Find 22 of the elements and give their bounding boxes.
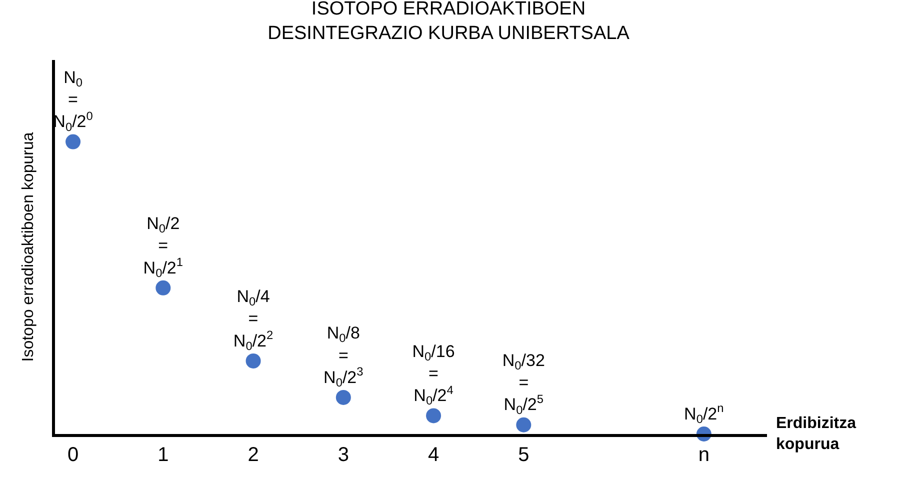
text: N$_{0}$/32 = N$_{0}$/2$^{5}$	[502, 351, 545, 417]
point	[336, 390, 351, 405]
x-tick-label: 3	[338, 444, 349, 466]
text: N$_{0}$/2 = N$_{0}$/2$^{1}$	[143, 214, 184, 280]
x-tick-label: 1	[158, 444, 169, 466]
x-tick-label: 2	[248, 444, 259, 466]
chart-title: ISOTOPO ERRADIOAKTIBOEN DESINTEGRAZIO KURBA UNIBERTSALA	[268, 0, 630, 44]
text: N$_{0}$/16 = N$_{0}$/2$^{4}$	[412, 342, 455, 408]
y-axis-title: Isotopo erradioaktiboen kopurua	[20, 132, 37, 362]
x-tick-label: n	[698, 444, 710, 466]
x-axis-title: Erdibizitza kopurua	[776, 415, 856, 453]
text: N$_{0}$/4 = N$_{0}$/2$^{2}$	[233, 287, 274, 353]
point	[426, 408, 442, 424]
text: N$_{0}$/2$^{n}$	[684, 401, 724, 426]
point	[156, 280, 171, 296]
point	[66, 134, 81, 150]
text: N$_{0}$/8 = N$_{0}$/2$^{3}$	[324, 324, 364, 390]
x-tick-label: 0	[67, 444, 79, 466]
x-tick-label: 5	[518, 444, 530, 466]
x-tick-label: 4	[428, 444, 440, 466]
point	[246, 353, 261, 368]
point	[516, 417, 532, 432]
